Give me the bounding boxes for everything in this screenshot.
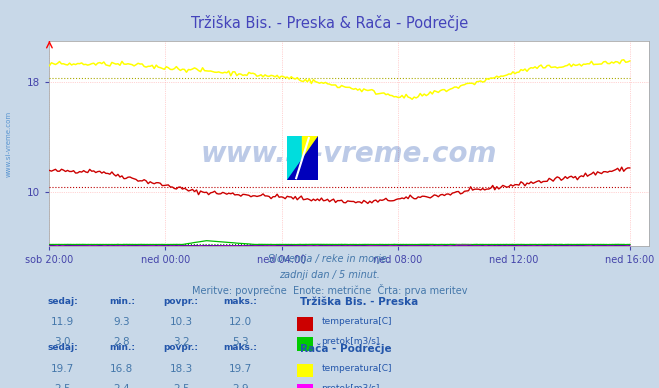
Text: Tržiška Bis. - Preska & Rača - Podrečje: Tržiška Bis. - Preska & Rača - Podrečje <box>191 15 468 31</box>
Text: 3.2: 3.2 <box>173 337 190 347</box>
Text: Tržiška Bis. - Preska: Tržiška Bis. - Preska <box>300 297 418 307</box>
Text: www.si-vreme.com: www.si-vreme.com <box>201 140 498 168</box>
Text: povpr.:: povpr.: <box>163 343 199 352</box>
Text: 3.0: 3.0 <box>54 337 71 347</box>
Text: 5.3: 5.3 <box>232 337 249 347</box>
Text: 2.9: 2.9 <box>232 384 249 388</box>
Text: pretok[m3/s]: pretok[m3/s] <box>322 337 380 346</box>
Text: Meritve: povprečne  Enote: metrične  Črta: prva meritev: Meritve: povprečne Enote: metrične Črta:… <box>192 284 467 296</box>
Text: 18.3: 18.3 <box>169 364 193 374</box>
Polygon shape <box>287 136 318 180</box>
Bar <box>302 136 318 180</box>
Text: min.:: min.: <box>109 297 135 306</box>
Text: 19.7: 19.7 <box>51 364 74 374</box>
Text: povpr.:: povpr.: <box>163 297 199 306</box>
Text: 2.5: 2.5 <box>173 384 190 388</box>
Text: 2.4: 2.4 <box>113 384 130 388</box>
Text: 9.3: 9.3 <box>113 317 130 327</box>
Text: 19.7: 19.7 <box>229 364 252 374</box>
Text: pretok[m3/s]: pretok[m3/s] <box>322 384 380 388</box>
Bar <box>287 136 302 180</box>
Text: 2.5: 2.5 <box>54 384 71 388</box>
Text: Rača - Podrečje: Rača - Podrečje <box>300 343 391 354</box>
Text: 2.8: 2.8 <box>113 337 130 347</box>
Text: 16.8: 16.8 <box>110 364 134 374</box>
Text: temperatura[C]: temperatura[C] <box>322 317 392 326</box>
Text: Slovenija / reke in morje.: Slovenija / reke in morje. <box>268 254 391 264</box>
Text: 11.9: 11.9 <box>51 317 74 327</box>
Text: temperatura[C]: temperatura[C] <box>322 364 392 372</box>
Text: 10.3: 10.3 <box>169 317 193 327</box>
Text: maks.:: maks.: <box>223 343 258 352</box>
Text: sedaj:: sedaj: <box>47 297 78 306</box>
Text: zadnji dan / 5 minut.: zadnji dan / 5 minut. <box>279 270 380 280</box>
Text: sedaj:: sedaj: <box>47 343 78 352</box>
Text: maks.:: maks.: <box>223 297 258 306</box>
Text: min.:: min.: <box>109 343 135 352</box>
Text: www.si-vreme.com: www.si-vreme.com <box>5 111 12 177</box>
Text: 12.0: 12.0 <box>229 317 252 327</box>
